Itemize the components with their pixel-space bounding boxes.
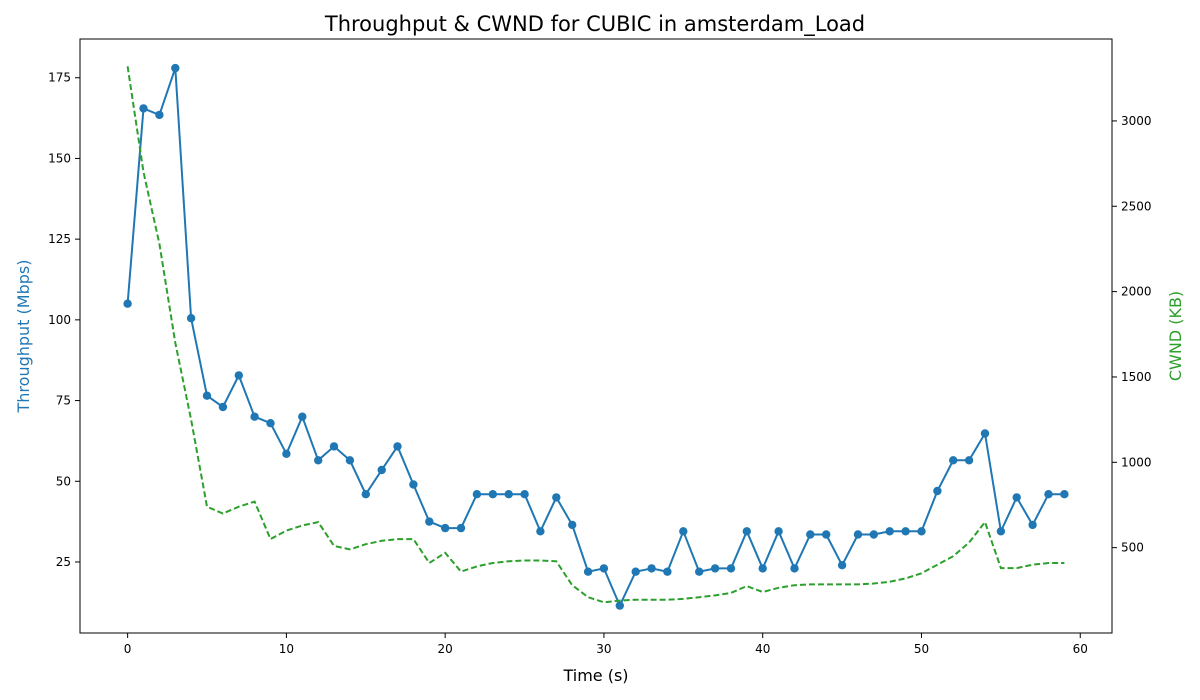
throughput-point bbox=[202, 391, 212, 400]
x-tick-label: 30 bbox=[596, 642, 611, 656]
throughput-point bbox=[266, 419, 275, 428]
y-left-tick-label: 25 bbox=[56, 555, 71, 569]
throughput-point bbox=[393, 442, 402, 451]
y-left-tick-label: 150 bbox=[48, 151, 71, 165]
y-right-tick-label: 2500 bbox=[1121, 199, 1152, 213]
throughput-point bbox=[123, 299, 132, 308]
throughput-point bbox=[901, 527, 910, 536]
y-right-tick-label: 1500 bbox=[1121, 370, 1152, 384]
throughput-point bbox=[837, 561, 847, 570]
y-right-tick-label: 2000 bbox=[1121, 285, 1152, 299]
throughput-point bbox=[774, 527, 783, 536]
x-tick-label: 20 bbox=[438, 642, 453, 656]
throughput-point bbox=[409, 480, 418, 489]
y-right-tick-label: 3000 bbox=[1121, 114, 1152, 128]
throughput-point bbox=[806, 530, 815, 539]
throughput-point bbox=[742, 527, 751, 536]
y-left-tick-label: 175 bbox=[48, 71, 71, 85]
throughput-point bbox=[329, 442, 339, 451]
y-left-tick-label: 50 bbox=[56, 474, 71, 488]
y-left-tick-label: 75 bbox=[56, 394, 71, 408]
y-axis-left-label: Throughput (Mbps) bbox=[14, 260, 33, 414]
y-left-tick-label: 125 bbox=[48, 232, 71, 246]
cwnd-series-line bbox=[126, 66, 1065, 604]
throughput-point bbox=[599, 564, 609, 573]
throughput-point bbox=[298, 412, 307, 421]
throughput-point bbox=[552, 493, 561, 502]
y-axis-right-label: CWND (KB) bbox=[1166, 291, 1185, 381]
throughput-point bbox=[520, 490, 529, 499]
throughput-point bbox=[758, 564, 767, 573]
x-tick-label: 10 bbox=[279, 642, 294, 656]
throughput-point bbox=[361, 490, 370, 499]
throughput-point bbox=[155, 110, 164, 120]
throughput-point bbox=[1012, 493, 1021, 502]
throughput-point bbox=[822, 530, 831, 539]
x-tick-label: 50 bbox=[914, 642, 929, 656]
y-left-tick-label: 100 bbox=[48, 313, 71, 327]
throughput-point bbox=[504, 490, 513, 499]
y-right-tick-label: 1000 bbox=[1121, 455, 1152, 469]
throughput-point bbox=[853, 530, 863, 539]
throughput-series-line bbox=[126, 67, 1065, 609]
throughput-point bbox=[171, 63, 180, 73]
throughput-point bbox=[456, 523, 466, 533]
throughput-point bbox=[377, 465, 386, 475]
throughput-point bbox=[1028, 520, 1037, 530]
throughput-point bbox=[345, 456, 355, 465]
throughput-point bbox=[726, 564, 736, 573]
throughput-point bbox=[710, 564, 720, 573]
throughput-point bbox=[536, 527, 545, 536]
throughput-point bbox=[964, 456, 974, 465]
throughput-point bbox=[679, 527, 688, 536]
throughput-point bbox=[996, 527, 1006, 536]
plot-area bbox=[123, 63, 1069, 610]
throughput-point bbox=[234, 371, 243, 380]
throughput-point bbox=[488, 490, 497, 499]
throughput-point bbox=[568, 520, 577, 530]
throughput-point bbox=[1060, 490, 1069, 499]
x-tick-label: 0 bbox=[124, 642, 132, 656]
throughput-point bbox=[472, 490, 482, 499]
x-tick-label: 40 bbox=[755, 642, 770, 656]
throughput-point bbox=[885, 527, 894, 536]
x-axis-label: Time (s) bbox=[562, 666, 628, 685]
throughput-point bbox=[425, 517, 434, 526]
throughput-point bbox=[186, 314, 196, 323]
throughput-point bbox=[647, 564, 656, 573]
throughput-point bbox=[250, 412, 259, 421]
throughput-point bbox=[615, 601, 624, 610]
throughput-point bbox=[790, 564, 799, 573]
throughput-point bbox=[139, 104, 148, 113]
plot-frame bbox=[79, 38, 1113, 634]
throughput-point bbox=[1044, 490, 1053, 499]
axes: 0 10 20 30 40 50 60 25 50 75 100 125 150 175 500 1000 15… bbox=[48, 71, 1151, 656]
throughput-point bbox=[869, 530, 878, 539]
throughput-point bbox=[949, 456, 958, 465]
throughput-point bbox=[933, 486, 942, 496]
throughput-point bbox=[314, 456, 323, 465]
throughput-point bbox=[282, 449, 291, 458]
throughput-point bbox=[917, 527, 926, 536]
throughput-point bbox=[218, 402, 228, 412]
throughput-point bbox=[583, 567, 593, 576]
chart-title: Throughput & CWND for CUBIC in amsterdam… bbox=[324, 12, 865, 37]
throughput-point bbox=[631, 567, 640, 576]
throughput-point bbox=[980, 429, 990, 438]
x-tick-label: 60 bbox=[1073, 642, 1088, 656]
throughput-point bbox=[441, 523, 450, 533]
throughput-point bbox=[695, 567, 704, 576]
y-right-tick-label: 500 bbox=[1121, 541, 1144, 555]
throughput-point bbox=[663, 567, 672, 576]
